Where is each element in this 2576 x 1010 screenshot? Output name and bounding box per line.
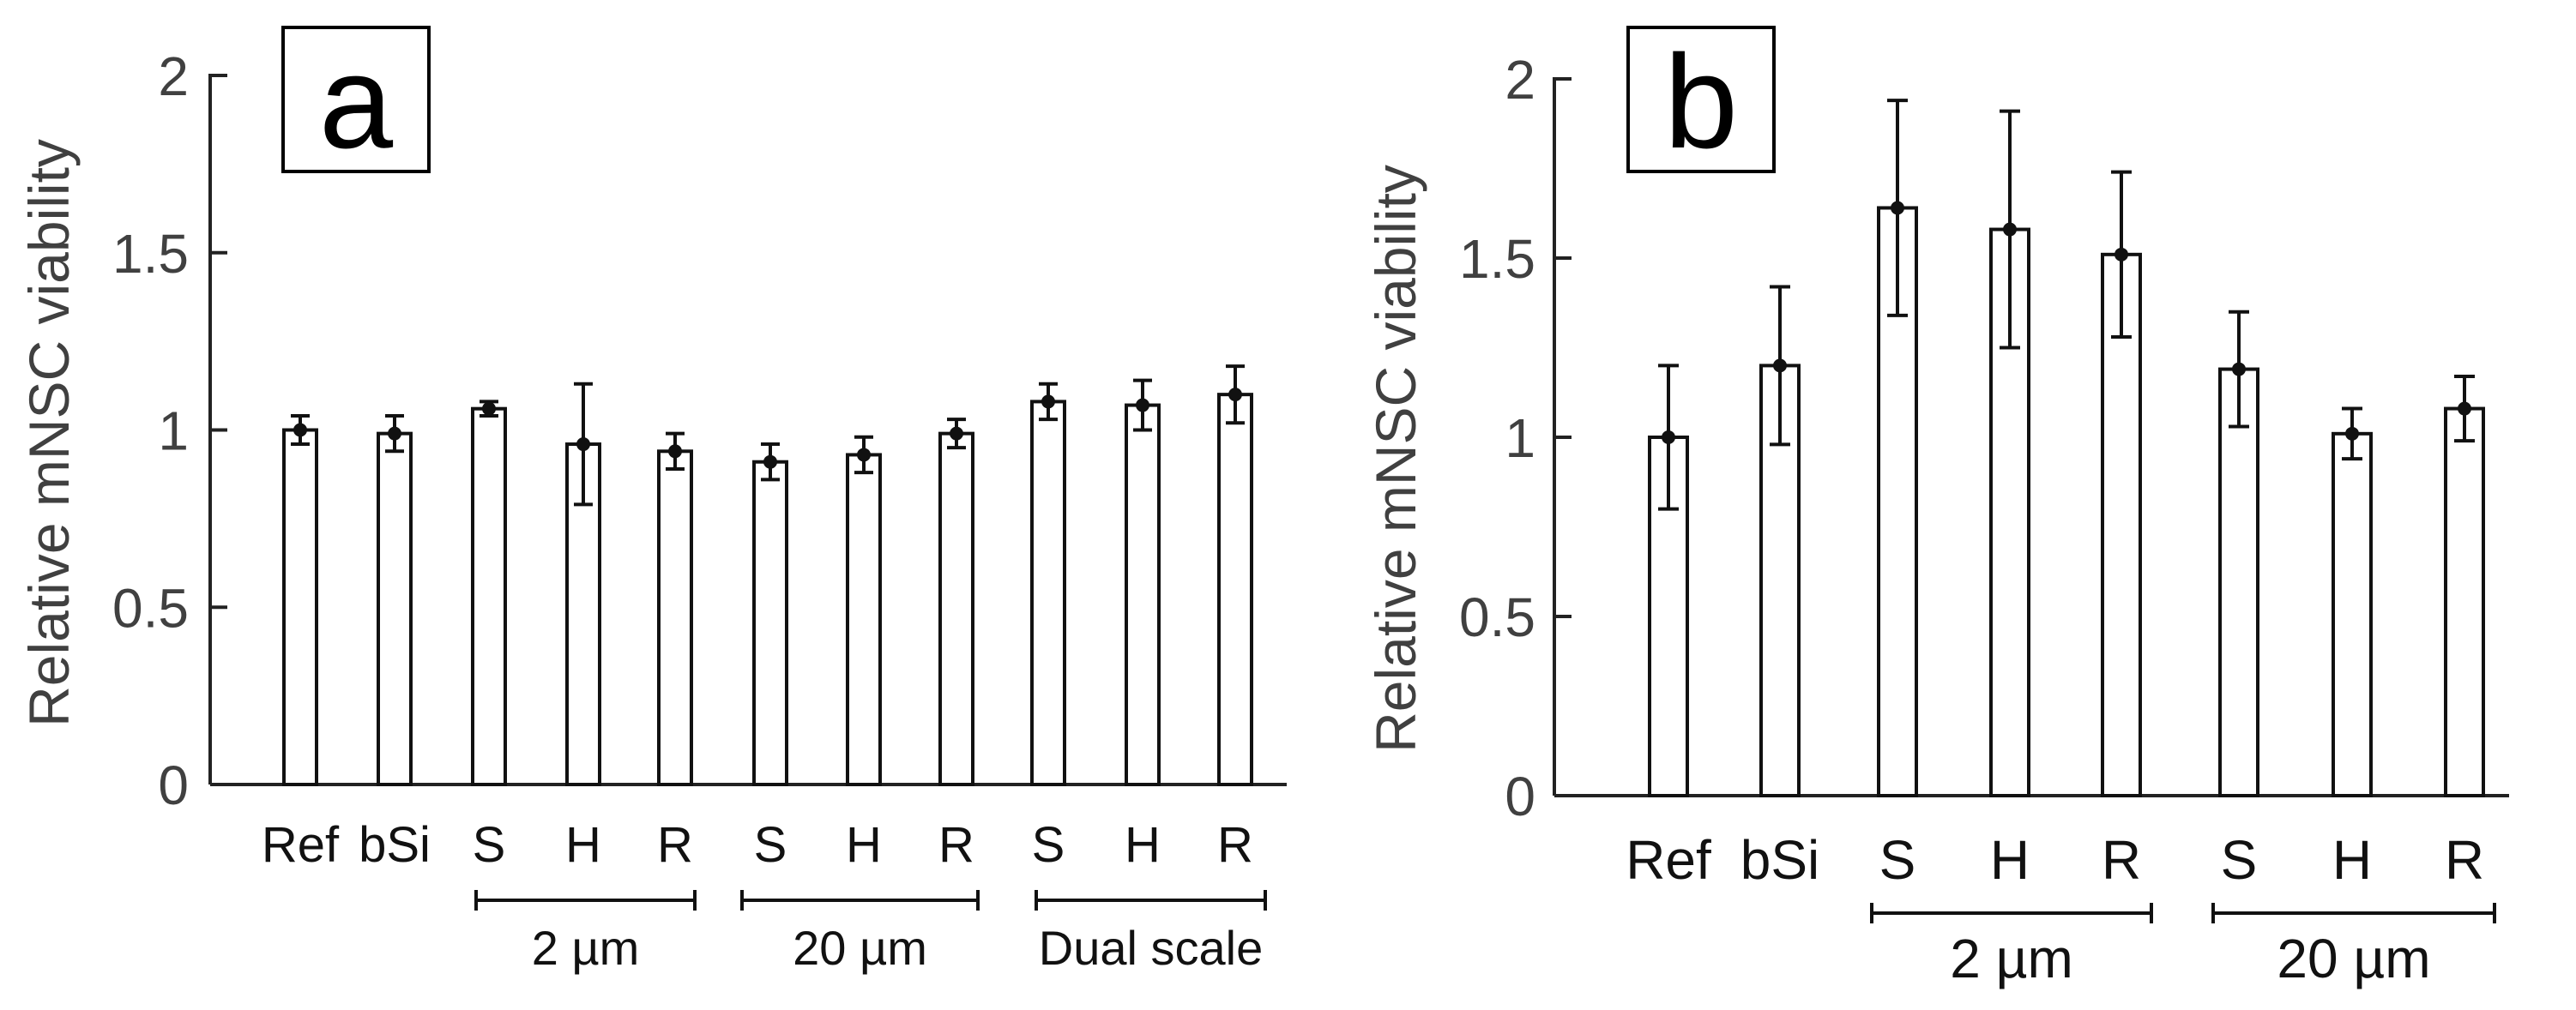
panel-a-y-tick-label: 2 [158,45,189,107]
panel-b-mean-marker [2345,426,2359,441]
panel-b-category-label: H [2332,829,2372,891]
panel-b-y-tick-label: 1 [1505,407,1535,469]
panel-b-group-label: 2 µm [1950,928,2073,989]
panel-b-mean-marker [2458,401,2471,416]
panel-b-bar [2444,406,2485,797]
panel-b-category-label: Ref [1626,829,1711,891]
panel-a-category-label: Ref [262,817,340,873]
panel-b-bar [2332,431,2373,797]
panel-a-group-label: Dual scale [1039,921,1263,975]
panel-b: b Relative mNSC viability 0 0.5 1 1.5 2 Ref bS… [1364,26,2509,989]
panel-a-mean-marker [1041,394,1055,409]
panel-a-category-label: R [657,817,693,873]
panel-a-bar [282,428,318,786]
panel-b-category-label: H [1990,829,2030,891]
panel-a-mean-marker [950,426,963,441]
panel-b-mean-marker [1773,358,1787,373]
panel-a-label: a [319,27,394,176]
panel-a-label-box [281,26,431,173]
panel-b-y-tick-label: 0.5 [1459,586,1535,648]
panel-b-category-label: S [1879,829,1916,891]
panel-a-bar [471,406,507,786]
panel-a-category-label: S [754,817,787,873]
panel-a-y-tick-label: 1 [158,400,189,462]
panel-a-mean-marker [857,448,871,462]
panel-a-mean-marker [293,423,307,437]
panel-a: a Relative mNSC viability 0 0.5 1 1.5 2 Ref bS… [17,26,1287,975]
panel-a-category-label: bSi [359,817,431,873]
panel-b-mean-marker [2003,222,2017,237]
panel-a-mean-marker [763,454,777,469]
panel-b-y-tick-label: 2 [1505,49,1535,111]
panel-b-label-box [1626,26,1776,173]
panel-b-mean-marker [2114,247,2128,262]
panel-a-mean-marker [576,437,590,452]
panel-b-y-tick-label: 0 [1505,766,1535,827]
panel-b-bar [2218,367,2259,797]
panel-b-category-label: R [2445,829,2484,891]
panel-a-category-label: R [938,817,974,873]
panel-b-mean-marker [1891,201,1904,215]
panel-a-bar [377,431,413,786]
panel-a-group-label: 2 µm [532,921,640,975]
panel-b-category-label: bSi [1740,829,1820,891]
panel-a-mean-marker [1136,398,1149,412]
panel-a-y-tick-label: 0.5 [112,577,189,639]
panel-a-y-tick-label: 1.5 [112,223,189,285]
panel-b-label: b [1664,27,1738,176]
panel-a-category-label: H [1125,817,1161,873]
panel-a-category-label: S [473,817,506,873]
panel-a-mean-marker [668,444,682,459]
panel-a-bar [938,431,974,786]
panel-a-bar [1125,403,1161,786]
panel-a-bar [1030,400,1066,786]
panel-a-mean-marker [1228,388,1242,402]
panel-a-group-label: 20 µm [793,921,927,975]
panel-b-category-label: S [2221,829,2258,891]
panel-a-category-label: H [846,817,882,873]
panel-a-y-tick-label: 0 [158,754,189,816]
panel-b-group-label: 20 µm [2277,928,2430,989]
panel-a-mean-marker [388,426,401,441]
panel-b-mean-marker [1662,430,1675,444]
panel-a-bar [657,449,693,786]
panel-b-category-label: R [2102,829,2141,891]
panel-a-category-label: S [1032,817,1065,873]
panel-a-bar [1217,393,1253,786]
panel-b-y-axis-label: Relative mNSC viability [1364,165,1427,753]
panel-a-bar [846,453,882,786]
panel-a-category-label: R [1217,817,1253,873]
panel-a-category-label: H [565,817,601,873]
panel-b-y-tick-label: 1.5 [1459,228,1535,290]
panel-a-mean-marker [482,401,496,416]
panel-b-mean-marker [2232,362,2246,376]
panel-a-y-axis-label: Relative mNSC viability [17,139,81,727]
panel-a-bar [752,460,788,787]
